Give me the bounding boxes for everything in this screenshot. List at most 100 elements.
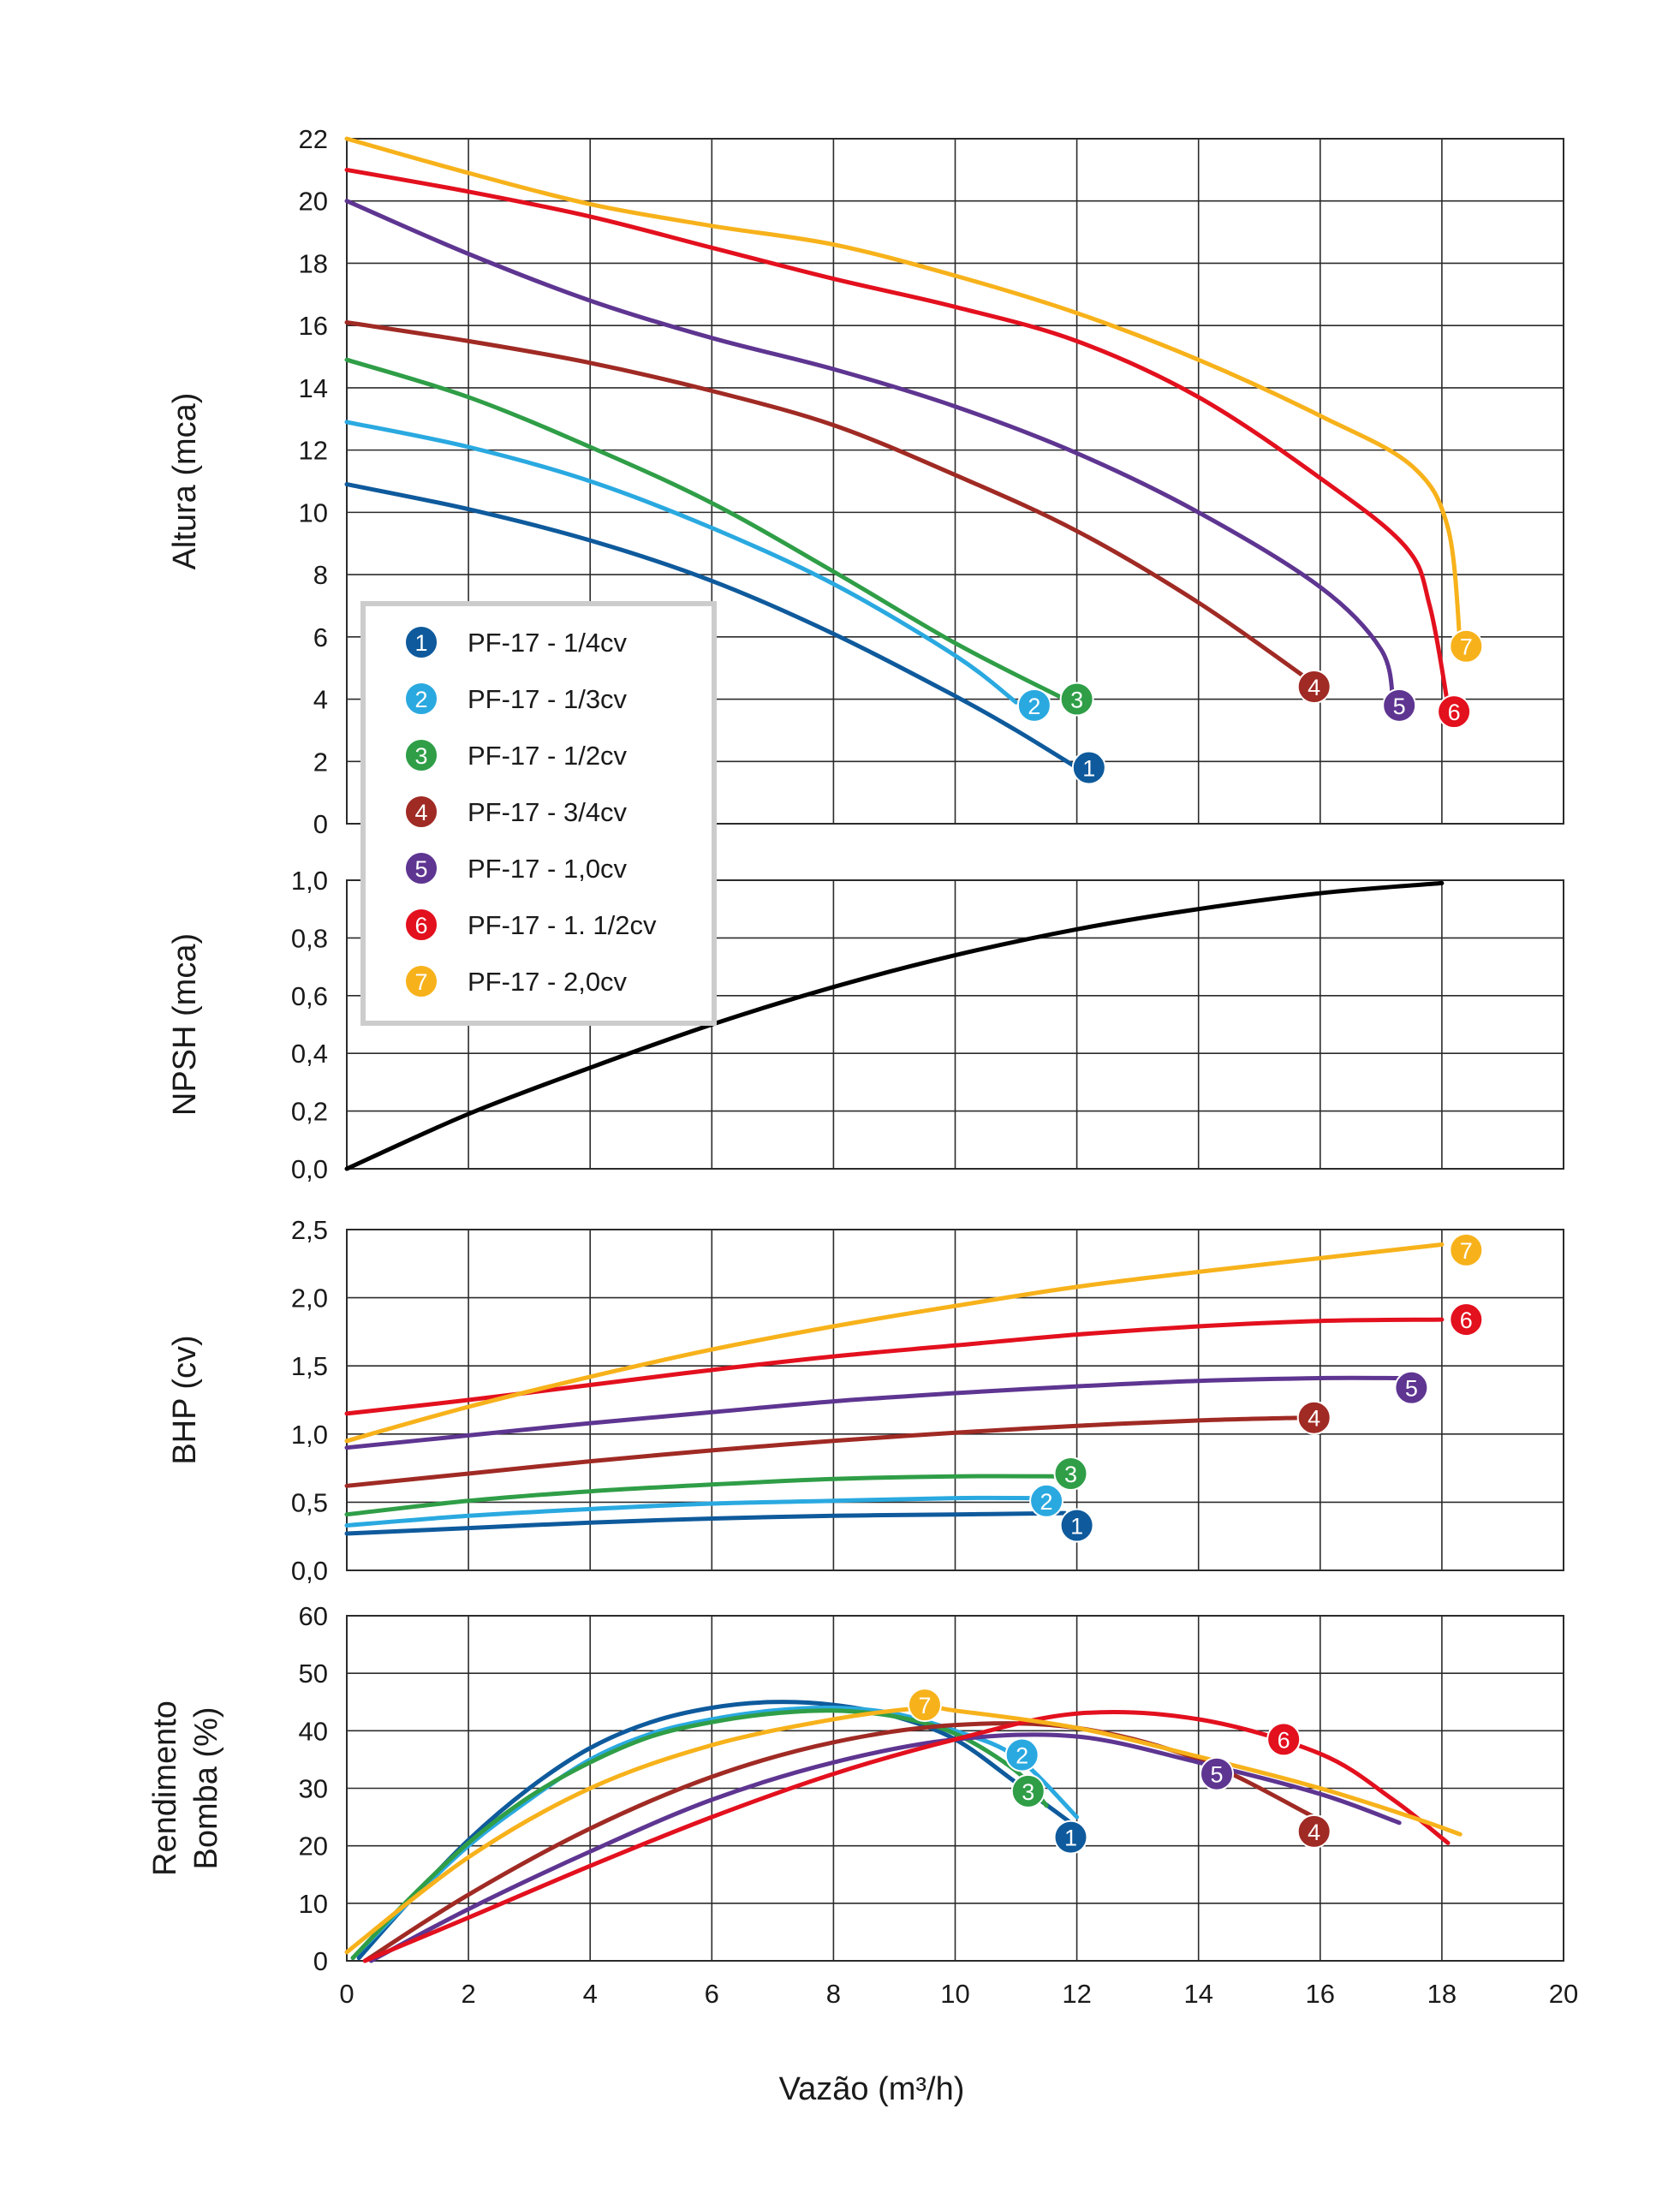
series-line-6 xyxy=(344,1317,1445,1416)
series-badge-3: 3 xyxy=(1053,1456,1088,1491)
y-tick-label: 1,0 xyxy=(291,866,328,896)
badge-circle xyxy=(907,1688,942,1723)
series-badge-4: 4 xyxy=(1296,1814,1331,1849)
series-line-3 xyxy=(350,1708,1049,1961)
legend-label-3: PF-17 - 1/2cv xyxy=(468,741,628,771)
legend-badge-4: 4 xyxy=(404,795,438,829)
y-tick-label: 0,8 xyxy=(291,923,328,953)
series-line-5 xyxy=(368,1732,1402,1963)
badge-label: 6 xyxy=(1278,1727,1290,1753)
badge-circle xyxy=(1029,1483,1064,1518)
series-badge-6: 6 xyxy=(1449,1302,1484,1337)
y-tick-label: 60 xyxy=(299,1601,328,1631)
x-tick-label: 2 xyxy=(461,1979,475,2009)
badge-label: 5 xyxy=(1210,1762,1223,1788)
badge-label: 6 xyxy=(1448,700,1461,725)
y-tick-label: 4 xyxy=(313,685,328,715)
legend-label-5: PF-17 - 1,0cv xyxy=(468,854,628,884)
y-tick-label: 12 xyxy=(299,436,328,466)
badge-label: 6 xyxy=(414,913,427,938)
x-tick-label: 6 xyxy=(705,1979,719,2009)
badge-label: 2 xyxy=(414,687,427,712)
legend-badge-2: 2 xyxy=(404,682,438,716)
x-tick-label: 14 xyxy=(1183,1979,1212,2009)
legend-label-2: PF-17 - 1/3cv xyxy=(468,684,628,714)
y-tick-label: 2,5 xyxy=(291,1215,328,1245)
badge-circle xyxy=(1449,1302,1484,1337)
y-axis-label: NPSH (mca) xyxy=(167,933,203,1116)
badge-label: 3 xyxy=(414,743,427,769)
badge-circle xyxy=(1059,1508,1094,1543)
badge-circle xyxy=(1296,1400,1331,1435)
series-line-7 xyxy=(344,1242,1445,1444)
x-tick-label: 10 xyxy=(940,1979,969,2009)
series-badge-6: 6 xyxy=(1266,1722,1302,1757)
badge-label: 7 xyxy=(1460,1238,1473,1264)
series-line-2 xyxy=(344,420,1019,705)
badge-label: 7 xyxy=(1460,634,1473,660)
x-tick-label: 8 xyxy=(826,1979,841,2009)
series-line-6 xyxy=(362,1709,1451,1963)
badge-label: 1 xyxy=(1064,1826,1077,1851)
badge-label: 5 xyxy=(1393,694,1406,719)
legend-badge-7: 7 xyxy=(404,964,438,998)
series-badge-4: 4 xyxy=(1296,670,1331,704)
series-badge-6: 6 xyxy=(1437,694,1472,730)
series-line-2 xyxy=(350,1705,1080,1961)
badge-label: 5 xyxy=(1405,1376,1418,1402)
series-line-2 xyxy=(344,1495,1037,1528)
badge-label: 5 xyxy=(414,856,427,882)
y-tick-label: 0,4 xyxy=(291,1039,328,1069)
badge-label: 2 xyxy=(1016,1743,1028,1769)
y-tick-label: 2,0 xyxy=(291,1284,328,1313)
badge-circle xyxy=(404,964,438,998)
y-tick-label: 20 xyxy=(299,1832,328,1861)
y-tick-label: 0,6 xyxy=(291,981,328,1011)
badge-label: 2 xyxy=(1040,1489,1053,1515)
x-tick-label: 16 xyxy=(1306,1979,1335,2009)
series-line-5 xyxy=(344,199,1396,705)
series-badge-1: 1 xyxy=(1053,1820,1088,1855)
legend: 1 PF-17 - 1/4cv 2 PF-17 - 1/3cv 3 PF-17 - 1/2… xyxy=(360,601,717,1026)
badge-circle xyxy=(1053,1456,1088,1491)
y-tick-label: 0,0 xyxy=(291,1154,328,1184)
series-badge-5: 5 xyxy=(1200,1756,1235,1791)
series-line-3 xyxy=(344,1474,1067,1517)
series-line-1 xyxy=(344,482,1080,770)
badge-label: 3 xyxy=(1022,1779,1034,1805)
series-badge-7: 7 xyxy=(907,1688,942,1723)
badge-label: 4 xyxy=(1308,1820,1320,1845)
badge-label: 1 xyxy=(414,630,427,656)
badge-circle xyxy=(1266,1722,1302,1757)
series-line-3 xyxy=(344,357,1067,701)
y-tick-label: 2 xyxy=(313,747,328,777)
series-badge-5: 5 xyxy=(1382,688,1417,723)
y-axis-label: BHP (cv) xyxy=(167,1335,203,1464)
badge-circle xyxy=(1053,1820,1088,1855)
x-tick-label: 18 xyxy=(1427,1979,1457,2009)
y-tick-label: 6 xyxy=(313,622,328,652)
badge-label: 4 xyxy=(414,800,427,825)
legend-label-7: PF-17 - 2,0cv xyxy=(468,967,628,997)
x-tick-label: 20 xyxy=(1549,1979,1578,2009)
y-tick-label: 50 xyxy=(299,1659,328,1689)
series-line-6 xyxy=(344,167,1451,708)
legend-label-1: PF-17 - 1/4cv xyxy=(468,628,628,658)
badge-circle xyxy=(1059,682,1094,717)
legend-badge-1: 1 xyxy=(404,625,438,659)
badge-circle xyxy=(1200,1756,1235,1791)
y-axis-label: Bomba (%) xyxy=(188,1707,224,1869)
badge-label: 3 xyxy=(1070,688,1083,713)
y-axis-label: Altura (mca) xyxy=(167,393,203,570)
y-tick-label: 8 xyxy=(313,560,328,590)
series-line-4 xyxy=(344,1415,1304,1488)
badge-circle xyxy=(1016,688,1051,723)
badge-circle xyxy=(1010,1773,1046,1808)
x-tick-label: 0 xyxy=(339,1979,354,2009)
y-tick-label: 20 xyxy=(299,187,328,217)
badge-label: 1 xyxy=(1082,756,1095,782)
y-tick-label: 10 xyxy=(299,1889,328,1919)
y-tick-label: 22 xyxy=(299,124,328,154)
badge-circle xyxy=(404,908,438,942)
badge-circle xyxy=(1394,1370,1429,1405)
